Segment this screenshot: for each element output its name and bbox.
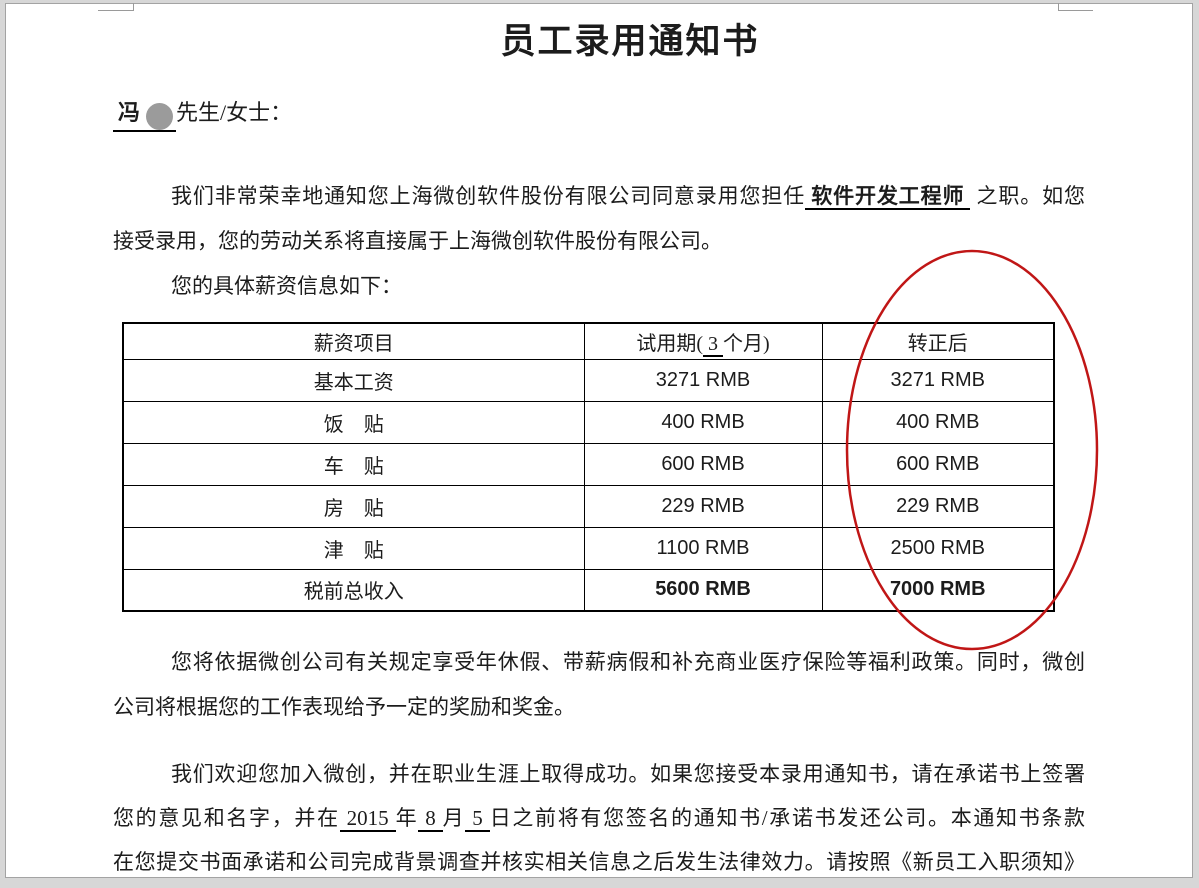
offer-text-pre: 我们非常荣幸地通知您上海微创软件股份有限公司同意录用您担任 [171,184,806,208]
probation-value: 600 RMB [583,442,823,486]
paragraph-line: 接受录用，您的劳动关系将直接属于上海微创软件股份有限公司。 [113,229,722,253]
header-cell-probation: 试用期( 3 个月) [583,322,823,360]
offer-text-post: 之职。如您 [970,184,1086,208]
probation-value: 3271 RMB [583,358,823,402]
table-row-meal-allowance: 饭 贴 400 RMB 400 RMB [122,400,1055,444]
table-row-subsidy: 津 贴 1100 RMB 2500 RMB [122,526,1055,570]
regular-value: 2500 RMB [821,526,1055,570]
deadline-unit-month: 月 [442,806,466,830]
probation-label-pre: 试用期( [636,332,703,355]
deadline-post: 日之前将有您签名的通知书/承诺书发还公司。本通知书条款 [489,806,1086,830]
paragraph-benefits: 您将依据微创公司有关规定享受年休假、带薪病假和补充商业医疗保险等福利政策。同时，… [113,640,1085,730]
deadline-unit-year: 年 [395,806,419,830]
row-label: 饭 贴 [122,400,585,444]
regular-value: 3271 RMB [821,358,1055,402]
deadline-pre: 您的意见和名字，并在 [113,806,340,830]
recipient-name: 冯 [113,97,177,132]
row-label: 房 贴 [122,484,585,528]
table-row-housing-allowance: 房 贴 229 RMB 229 RMB [122,484,1055,528]
header-cell-regular: 转正后 [821,322,1055,360]
salutation-line: 冯先生/女士： [113,97,292,132]
paragraph-line: 我们非常荣幸地通知您上海微创软件股份有限公司同意录用您担任 软件开发工程师 之职… [113,174,1085,219]
row-label: 税前总收入 [122,568,585,612]
deadline-day: 5 [465,806,490,832]
paragraph-line-deadline: 您的意见和名字，并在 2015 年 8 月 5 日之前将有您签名的通知书/承诺书… [113,796,1085,840]
deadline-month: 8 [418,806,443,832]
probation-value: 229 RMB [583,484,823,528]
table-row-transport-allowance: 车 贴 600 RMB 600 RMB [122,442,1055,486]
row-label: 津 贴 [122,526,585,570]
paragraph-line: 我们欢迎您加入微创，并在职业生涯上取得成功。如果您接受本录用通知书，请在承诺书上… [171,762,1085,786]
salutation-honorific: 先生/女士： [176,100,293,125]
paragraph-offer: 我们非常荣幸地通知您上海微创软件股份有限公司同意录用您担任 软件开发工程师 之职… [113,174,1085,309]
probation-months: 3 [703,332,723,357]
header-cell-item: 薪资项目 [122,322,585,360]
row-label: 车 贴 [122,442,585,486]
row-label: 基本工资 [122,358,585,402]
probation-label-post: 个月) [723,332,770,355]
table-row-gross-total: 税前总收入 5600 RMB 7000 RMB [122,568,1055,612]
table-row-base-salary: 基本工资 3271 RMB 3271 RMB [122,358,1055,402]
document-title: 员工录用通知书 [500,22,760,61]
probation-total: 5600 RMB [583,568,823,612]
deadline-year: 2015 [339,806,396,832]
job-position: 软件开发工程师 [805,184,971,210]
regular-value: 400 RMB [821,400,1055,444]
paragraph-line: 在您提交书面承诺和公司完成背景调查并核实相关信息之后发生法律效力。请按照《新员工… [113,850,1085,874]
paragraph-closing: 我们欢迎您加入微创，并在职业生涯上取得成功。如果您接受本录用通知书，请在承诺书上… [113,752,1085,884]
margin-crop-mark-left [98,3,134,11]
paragraph-line: 您将依据微创公司有关规定享受年休假、带薪病假和补充商业医疗保险等福利政策。同时，… [171,650,1085,674]
paragraph-line: 公司将根据您的工作表现给予一定的奖励和奖金。 [113,695,575,719]
probation-value: 400 RMB [583,400,823,444]
redaction-circle [146,103,173,130]
salary-intro-line: 您的具体薪资信息如下： [171,274,402,298]
salary-table-header-row: 薪资项目 试用期( 3 个月) 转正后 [122,322,1055,360]
regular-value: 229 RMB [821,484,1055,528]
margin-crop-mark-right [1058,3,1093,11]
regular-total: 7000 RMB [821,568,1055,612]
probation-value: 1100 RMB [583,526,823,570]
regular-value: 600 RMB [821,442,1055,486]
salary-table: 薪资项目 试用期( 3 个月) 转正后 基本工资 3271 RMB 3271 R… [122,322,1055,612]
